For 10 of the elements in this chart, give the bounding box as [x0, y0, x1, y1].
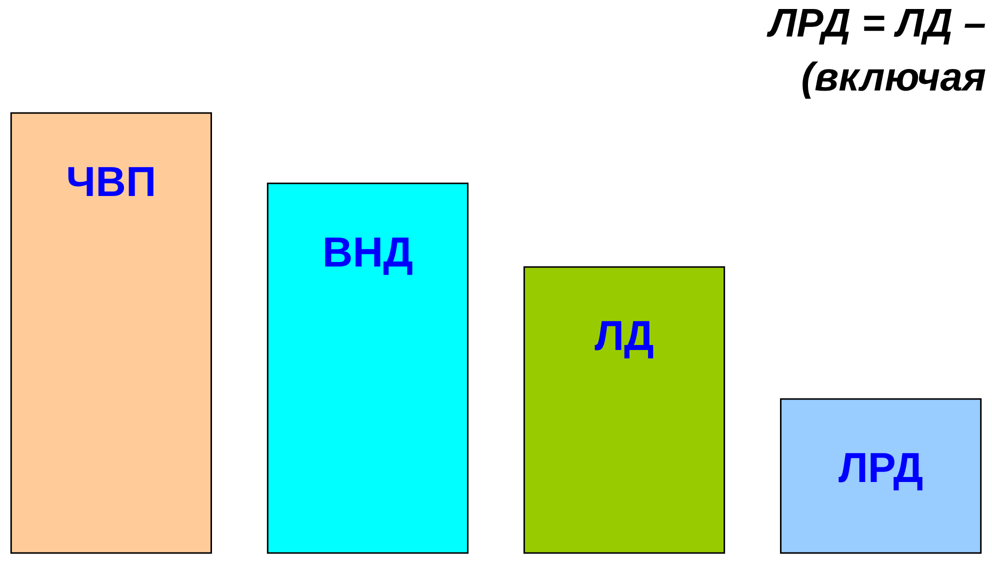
- chart-title: ЛРД = ЛД –: [766, 1, 986, 46]
- bar: [523, 266, 726, 554]
- bar: [10, 112, 212, 554]
- x-tick-label: ЛРД: [838, 444, 924, 491]
- chart-subtitle: (включая: [801, 55, 986, 100]
- x-tick-label: ЧВП: [66, 158, 156, 205]
- bar: [780, 398, 982, 554]
- bar: [266, 182, 469, 554]
- x-tick-label: ЛД: [594, 312, 654, 359]
- x-tick-label: ВНД: [322, 228, 414, 276]
